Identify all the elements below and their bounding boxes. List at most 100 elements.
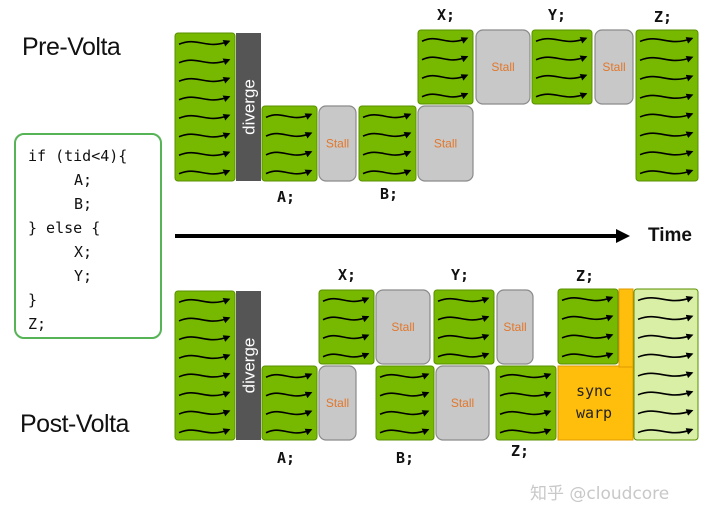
code-line: if (tid<4){ — [28, 147, 128, 165]
block-z — [635, 29, 699, 182]
thread-arrow — [322, 352, 370, 360]
thread-arrow — [561, 352, 614, 359]
thread-arrow — [265, 113, 313, 120]
stall-label: Stall — [491, 60, 514, 74]
thread-arrow — [437, 333, 490, 341]
thread-arrow — [265, 391, 313, 399]
code-snippet-box: if (tid<4){ A; B; } else { X; Y; } Z; — [14, 133, 162, 339]
thread-arrow — [322, 315, 370, 323]
code-line: } else { — [28, 219, 101, 237]
block-x — [417, 29, 474, 105]
stall-block: Stall — [475, 29, 531, 105]
label-z: Z; — [576, 267, 595, 285]
label-a: A; — [277, 188, 296, 206]
block-y — [433, 289, 495, 365]
thread-arrow — [639, 112, 694, 120]
label-x: X; — [338, 266, 357, 284]
thread-arrow — [421, 74, 469, 81]
thread-arrow — [437, 315, 490, 323]
thread-arrow — [265, 373, 313, 380]
block-z — [495, 365, 557, 441]
thread-arrow — [499, 428, 552, 436]
watermark: 知乎 @cloudcore — [530, 484, 670, 504]
label-z: Z; — [511, 442, 530, 460]
thread-arrow — [637, 409, 694, 416]
code-line: B; — [74, 195, 93, 213]
code-line: Z; — [28, 315, 47, 333]
thread-arrow — [561, 296, 614, 303]
stall-label: Stall — [503, 320, 526, 334]
thread-arrow — [265, 150, 313, 158]
thread-arrow — [178, 169, 231, 177]
thread-arrow — [639, 74, 694, 82]
thread-arrow — [437, 352, 490, 360]
thread-arrow — [639, 55, 694, 63]
thread-arrow — [178, 391, 231, 398]
thread-arrow — [637, 314, 694, 322]
thread-arrow — [362, 169, 412, 176]
code-line: } — [28, 291, 38, 309]
thread-arrow — [178, 428, 231, 435]
stall-block: Stall — [375, 289, 431, 365]
stall-label: Stall — [434, 137, 457, 151]
code-line: A; — [74, 171, 93, 189]
stall-block: Stall — [496, 289, 534, 365]
thread-arrow — [178, 335, 231, 342]
thread-arrow — [437, 296, 490, 304]
label-a: A; — [277, 449, 296, 467]
thread-arrow — [362, 150, 412, 158]
block-x — [318, 289, 375, 365]
thread-arrow — [639, 169, 694, 176]
thread-arrow — [535, 92, 588, 100]
diverge-label: diverge — [240, 338, 259, 394]
label-y: Y; — [548, 6, 567, 24]
thread-arrow — [265, 169, 313, 177]
thread-arrow — [421, 55, 469, 63]
thread-arrow — [362, 113, 412, 120]
code-line: X; — [74, 243, 93, 261]
thread-arrow — [265, 428, 313, 436]
thread-arrow — [178, 39, 231, 47]
pre-volta-title: Pre-Volta — [22, 33, 121, 61]
thread-arrow — [379, 391, 430, 399]
thread-arrow — [379, 428, 430, 436]
thread-arrow — [639, 37, 694, 44]
thread-arrow — [637, 371, 694, 379]
thread-arrow — [265, 410, 313, 417]
thread-arrow — [499, 372, 552, 380]
thread-arrow — [178, 113, 231, 121]
thread-arrow — [561, 314, 614, 322]
post-volta-title: Post-Volta — [20, 410, 129, 438]
thread-arrow — [639, 93, 694, 101]
thread-arrow — [637, 428, 694, 435]
thread-arrow — [178, 372, 231, 380]
thread-arrow — [178, 298, 231, 305]
thread-arrow — [535, 55, 588, 63]
thread-arrow — [379, 373, 430, 380]
thread-arrow — [178, 150, 231, 158]
thread-arrow — [322, 334, 370, 341]
thread-arrow — [178, 76, 231, 84]
stall-label: Stall — [451, 396, 474, 410]
diverge-label: diverge — [240, 79, 259, 135]
thread-arrow — [637, 352, 694, 360]
thread-arrow — [421, 37, 469, 44]
thread-arrow — [379, 410, 430, 417]
block-z-upper — [557, 288, 619, 365]
thread-arrow — [637, 296, 694, 303]
thread-arrow — [178, 95, 231, 103]
label-x: X; — [437, 6, 456, 24]
block-a — [261, 105, 318, 182]
thread-arrow — [561, 333, 614, 341]
stall-block: Stall — [318, 365, 357, 441]
thread-arrow — [178, 58, 231, 66]
thread-arrow — [535, 36, 588, 44]
sync-label-line1: sync — [576, 382, 612, 400]
thread-arrow — [639, 131, 694, 139]
thread-arrow — [178, 353, 231, 361]
block-z-reconverged — [633, 288, 699, 441]
thread-arrow — [178, 409, 231, 417]
block-b — [375, 365, 435, 441]
thread-arrow — [637, 333, 694, 341]
